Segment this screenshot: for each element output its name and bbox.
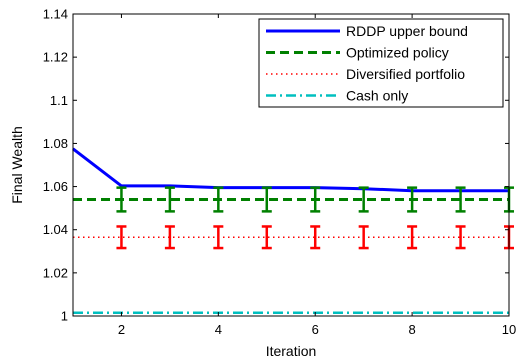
- y-tick-label: 1.02: [43, 265, 68, 280]
- x-tick-label: 2: [118, 322, 125, 337]
- x-tick-label: 4: [215, 322, 222, 337]
- legend-label-rddp-upper-bound: RDDP upper bound: [346, 23, 468, 39]
- error-bar-diversified-portfolio: [455, 225, 466, 250]
- x-tick-label: 8: [408, 322, 415, 337]
- error-bar-optimized-policy: [407, 186, 418, 213]
- y-tick-label: 1.08: [43, 136, 68, 151]
- y-tick-label: 1.14: [43, 7, 68, 22]
- y-tick-label: 1.06: [43, 179, 68, 194]
- error-bar-diversified-portfolio: [358, 225, 369, 250]
- x-axis-ticks: 2 4 6 8 10: [118, 14, 516, 337]
- plot-area-frame: [72, 13, 510, 317]
- legend-label-cash-only: Cash only: [346, 88, 408, 104]
- x-tick-label: 10: [502, 322, 516, 337]
- series-layer: [72, 147, 509, 315]
- error-bar-diversified-portfolio: [164, 225, 175, 250]
- error-bar-optimized-policy: [358, 186, 369, 213]
- error-bar-optimized-policy: [310, 186, 321, 213]
- error-bar-optimized-policy: [455, 186, 466, 213]
- y-axis-ticks: 1 1.02 1.04 1.06 1.08 1.1 1.12 1.14: [43, 7, 509, 324]
- y-axis-label: Final Wealth: [9, 126, 25, 204]
- error-bar-optimized-policy: [164, 186, 175, 213]
- x-tick-label: 6: [312, 322, 319, 337]
- legend: RDDP upper bound Optimized policy Diversif…: [258, 18, 504, 108]
- legend-label-diversified-portfolio: Diversified portfolio: [346, 66, 465, 82]
- x-axis-label: Iteration: [266, 343, 317, 359]
- y-tick-label: 1.04: [43, 222, 68, 237]
- error-bar-optimized-policy: [261, 186, 272, 213]
- errorbar-layer: [116, 186, 514, 250]
- error-bar-diversified-portfolio: [407, 225, 418, 250]
- legend-box: [258, 18, 504, 108]
- error-bar-optimized-policy: [116, 186, 127, 213]
- legend-label-optimized-policy: Optimized policy: [346, 45, 449, 61]
- y-tick-label: 1: [61, 309, 68, 324]
- error-bar-diversified-portfolio: [213, 225, 224, 250]
- y-tick-label: 1.12: [43, 50, 68, 65]
- error-bar-diversified-portfolio: [116, 225, 127, 250]
- error-bar-optimized-policy: [213, 186, 224, 213]
- error-bar-diversified-portfolio: [261, 225, 272, 250]
- error-bar-diversified-portfolio: [310, 225, 321, 250]
- series-line-rddp-upper-bound: [72, 147, 509, 193]
- y-tick-label: 1.1: [50, 93, 68, 108]
